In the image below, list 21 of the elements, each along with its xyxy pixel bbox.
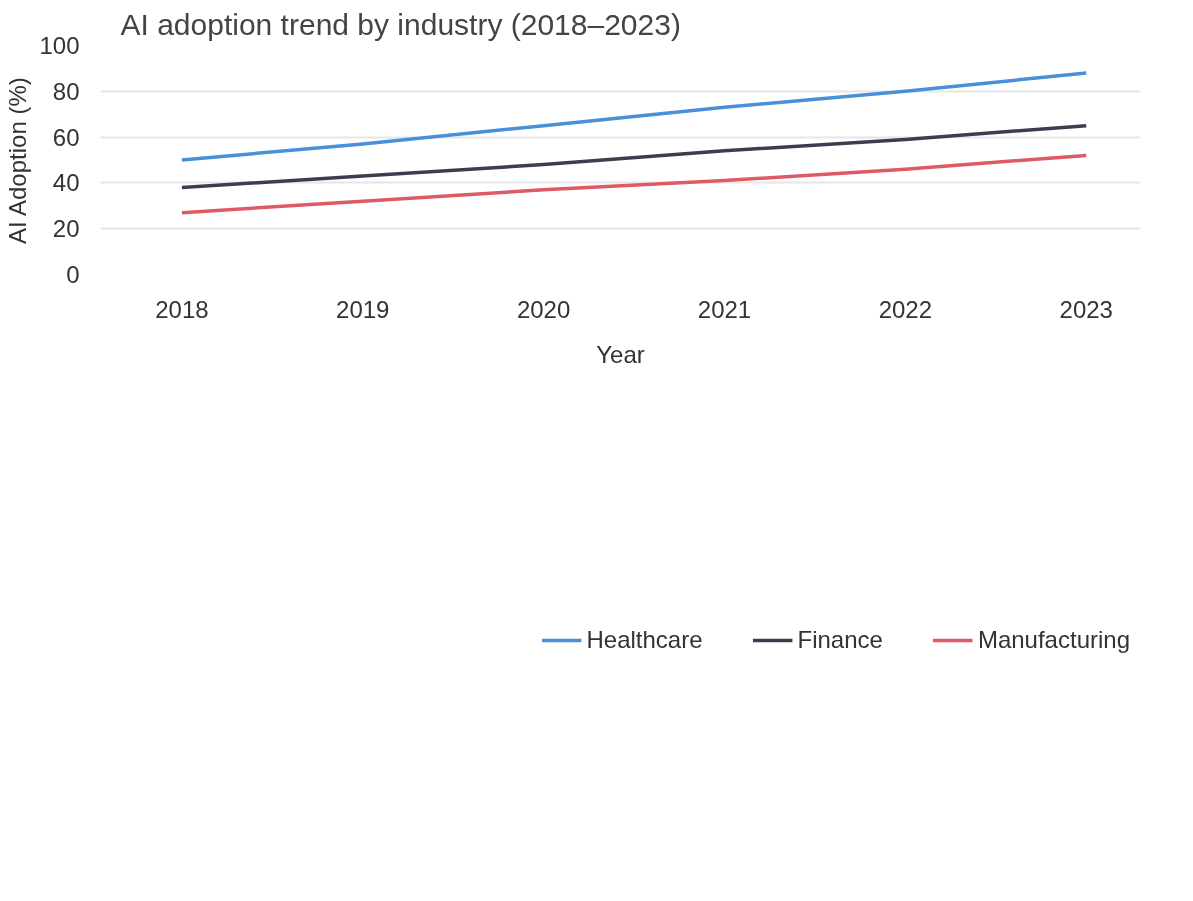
y-axis-title: AI Adoption (%)	[4, 77, 32, 245]
legend-label: Manufacturing	[977, 626, 1130, 654]
x-tick-label: 2021	[697, 295, 752, 323]
x-tick-label: 2022	[878, 295, 933, 323]
chart-title: AI adoption trend by industry (2018–2023)	[120, 7, 681, 41]
y-tick-label: 40	[52, 169, 80, 197]
y-tick-label: 100	[39, 32, 80, 59]
line-series	[180, 71, 1088, 162]
x-tick-label: 2023	[1059, 295, 1113, 323]
x-tick-label: 2018	[155, 295, 209, 323]
x-tick-label: 2020	[516, 295, 571, 323]
y-tick-label: 0	[66, 261, 80, 288]
x-tick-label: 2019	[336, 295, 390, 323]
y-tick-label: 80	[52, 77, 80, 105]
y-tick-label: 20	[52, 215, 80, 243]
y-tick-label: 60	[52, 123, 80, 151]
legend-label: Finance	[797, 626, 883, 654]
x-axis-title: Year	[596, 340, 645, 368]
line-series	[180, 123, 1088, 190]
legend-label: Healthcare	[586, 626, 703, 654]
line-series	[180, 153, 1088, 215]
